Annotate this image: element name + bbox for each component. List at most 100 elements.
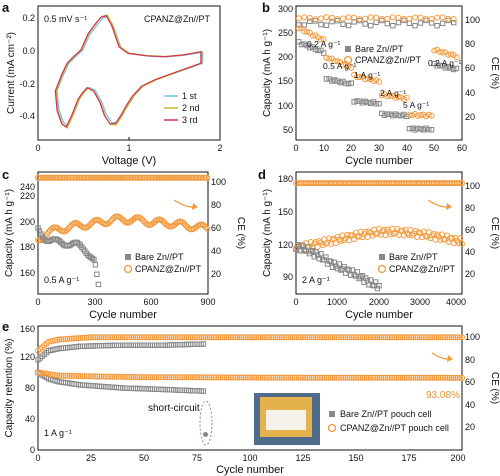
retention-point-cpanz	[230, 374, 236, 381]
capacity-point-cpanz	[378, 92, 385, 99]
ytick-label: 100	[278, 101, 293, 111]
retention-point-cpanz	[90, 373, 97, 380]
capacity-point-bare	[304, 244, 311, 250]
capacity-point-bare	[313, 249, 319, 255]
retention-point-cpanz	[240, 374, 247, 381]
ce-point-cpanz	[198, 334, 205, 341]
legend-cpanz: CPANZ@Zn//PT	[355, 55, 421, 65]
ce-point-cpanz	[128, 334, 135, 341]
ytick-label: 50	[283, 125, 293, 135]
legend-marker-bare	[329, 411, 335, 417]
capacity-point-cpanz	[428, 112, 435, 119]
ce-point-cpanz	[225, 334, 232, 341]
panel-d: d 2 A g⁻¹ Bare Zn//PT CPANZ@Zn//PT 0 100…	[258, 167, 500, 321]
ce-point-cpanz	[249, 334, 256, 341]
capacity-point-bare	[321, 50, 327, 56]
retention-point-cpanz	[85, 373, 92, 380]
ce-point-cpanz	[126, 334, 133, 341]
arrow-head	[192, 203, 198, 210]
retention-point-cpanz	[71, 373, 77, 379]
ce-point-cpanz	[172, 334, 179, 341]
capacity-point-bare	[56, 238, 62, 244]
short-circuit-point	[203, 432, 208, 437]
retention-point-cpanz	[111, 373, 118, 380]
retention-point-cpanz	[215, 374, 222, 381]
ytick-label: 250	[278, 28, 293, 38]
xtick-label: 0	[293, 297, 298, 307]
retention-point-cpanz	[423, 374, 429, 381]
retention-point-cpanz	[293, 374, 300, 381]
capacity-point-cpanz	[409, 112, 416, 119]
capacity-point-bare	[426, 126, 432, 133]
ce-point-cpanz	[276, 334, 283, 341]
retention-point-cpanz	[149, 374, 156, 381]
capacity-point-bare	[92, 262, 99, 268]
xtick-label: 3000	[410, 297, 430, 307]
legend-bare: Bare Zn//PT	[355, 44, 404, 54]
retention-point-cpanz	[39, 370, 46, 377]
capacity-point-cpanz	[351, 236, 358, 243]
retention-point-cpanz	[102, 373, 109, 380]
ce-point-cpanz	[439, 334, 446, 341]
ce-point-cpanz	[370, 334, 376, 341]
capacity-point-cpanz	[309, 32, 316, 39]
retention-point-cpanz	[406, 374, 412, 381]
capacity-point-cpanz	[455, 240, 462, 247]
ce-point-cpanz	[251, 334, 258, 341]
retention-point-cpanz	[276, 374, 283, 381]
ce-point-cpanz	[406, 15, 413, 22]
retention-point-cpanz	[310, 374, 317, 381]
retention-point-cpanz	[251, 374, 258, 381]
retention-point-cpanz	[259, 374, 266, 381]
legend-cpanz: CPANZ@Zn//PT	[389, 264, 455, 274]
retention-point-cpanz	[353, 374, 359, 381]
ce-point-cpanz	[219, 334, 226, 341]
retention-point-cpanz	[158, 374, 164, 381]
retention-point-cpanz	[200, 374, 207, 381]
ce-point-cpanz	[400, 15, 407, 22]
capacity-point-bare	[373, 101, 379, 107]
retention-point-cpanz	[403, 374, 410, 381]
retention-point-cpanz	[401, 374, 408, 381]
ce-point-cpanz	[81, 334, 88, 341]
retention-point-cpanz	[242, 374, 249, 381]
ce-point-cpanz	[395, 334, 402, 341]
capacity-point-bare	[331, 259, 337, 266]
ce-point-cpanz	[92, 334, 99, 341]
retention-point-cpanz	[289, 374, 296, 381]
capacity-point-bare	[345, 81, 352, 87]
ce-point-cpanz	[153, 334, 160, 341]
ce-point-cpanz	[353, 334, 359, 341]
capacity-point-bare	[323, 76, 330, 82]
xtick-label: 40	[402, 143, 412, 153]
ce-point-cpanz	[378, 334, 385, 341]
xtick-label: 0	[35, 297, 40, 307]
panel-c: c 0.5 A g⁻¹ Bare Zn//PT CPANZ@Zn//PT 0 3…	[2, 167, 246, 321]
retention-point-cpanz	[119, 373, 126, 380]
retention-point-cpanz	[439, 374, 446, 381]
axis-ticks-e: 0 25 50 75 100 125 150 175 200 0 40 80 1…	[20, 324, 480, 463]
retention-point-cpanz	[172, 374, 179, 381]
ce-point-cpanz	[380, 334, 387, 341]
arrow-head	[446, 203, 452, 210]
retention-point-cpanz	[62, 372, 69, 379]
retention-point-cpanz	[452, 374, 459, 381]
ce-point-cpanz	[174, 334, 181, 341]
capacity-point-cpanz	[364, 75, 371, 82]
ytick-label: 200	[278, 52, 293, 62]
ce-point-cpanz	[132, 334, 139, 341]
retention-point-cpanz	[194, 374, 200, 381]
retention-point-cpanz	[378, 374, 385, 381]
ce-point-cpanz	[107, 334, 114, 341]
ce-point-cpanz	[71, 335, 77, 342]
capacity-point-bare	[376, 100, 382, 107]
retention-point-cpanz	[98, 373, 105, 380]
capacity-point-bare	[314, 252, 321, 258]
retention-point-cpanz	[291, 374, 298, 381]
retention-point-cpanz	[393, 374, 400, 381]
ce-point-cpanz	[457, 180, 464, 187]
ce-point-cpanz	[384, 15, 391, 22]
retention-point-cpanz	[126, 373, 133, 380]
legend-a: 1 st 2 nd 3 rd	[164, 91, 200, 125]
retention-point-cpanz	[227, 374, 234, 381]
